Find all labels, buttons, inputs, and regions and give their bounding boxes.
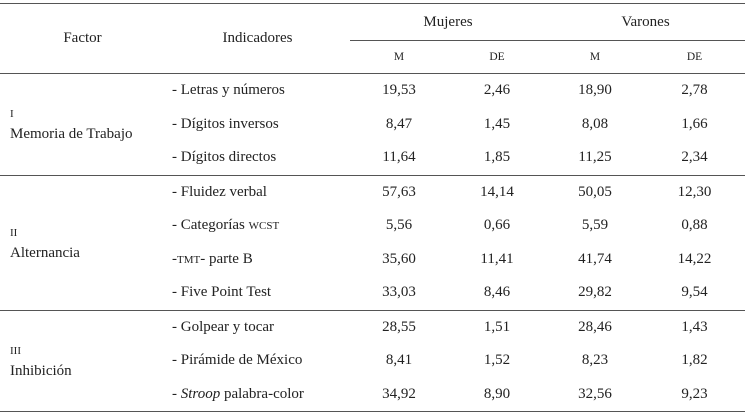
indicator-text: - Five Point Test bbox=[172, 284, 272, 301]
value-cell: 35,60 bbox=[382, 250, 416, 267]
value-cell: 0,66 bbox=[483, 217, 511, 234]
indicator-cell: -TMT- parte B bbox=[165, 243, 350, 277]
value-cell: 41,74 bbox=[578, 250, 612, 267]
value-cell: 11,41 bbox=[480, 250, 514, 267]
indicator-text: - bbox=[172, 250, 177, 267]
indicator-cell: - Fluidez verbal bbox=[165, 175, 350, 209]
value-cell: 9,54 bbox=[644, 276, 745, 311]
value-cell: 18,90 bbox=[578, 82, 612, 99]
value-cell: 2,78 bbox=[681, 82, 708, 99]
value-cell: 0,88 bbox=[681, 217, 708, 234]
indicator-text: - parte B bbox=[200, 250, 253, 267]
value-cell: 33,03 bbox=[350, 276, 448, 311]
group-header: Mujeres bbox=[350, 3, 546, 41]
indicator-cell: - Dígitos directos bbox=[165, 141, 350, 176]
value-cell: 8,08 bbox=[581, 115, 609, 132]
factor-cell: II Alternancia bbox=[0, 175, 165, 311]
indicator-text: - Categorías bbox=[172, 217, 249, 234]
header-cell: Indicadores bbox=[165, 3, 350, 74]
subheader-row: M DE M DE bbox=[0, 40, 745, 74]
value-cell: 19,53 bbox=[382, 82, 416, 99]
indicator-text: palabra-color bbox=[220, 385, 304, 402]
factor-numeral: III bbox=[10, 344, 21, 357]
indicator-text: Stroop bbox=[180, 385, 221, 402]
results-table: Factor Indicadores Mujeres Varones M DE M DE I Me… bbox=[0, 3, 745, 412]
data-row: - Categorías WCST 5,56 0,66 5,59 0,88 bbox=[0, 209, 745, 243]
indicator-text: - Golpear y tocar bbox=[172, 318, 275, 335]
value-cell: 8,41 bbox=[385, 352, 413, 369]
header-cell: Factor bbox=[0, 3, 165, 74]
indicator-cell: - Dígitos inversos bbox=[165, 108, 350, 142]
value-cell: 1,45 bbox=[483, 115, 511, 132]
data-row: I Memoria de Trabajo - Letras y números 19,… bbox=[0, 73, 745, 176]
value-cell: 8,46 bbox=[448, 276, 546, 311]
indicator-cell: - Categorías WCST bbox=[165, 209, 350, 243]
data-row: - Dígitos directos 11,64 1,85 11,25 2,34 bbox=[0, 141, 745, 176]
value-cell: 14,14 bbox=[480, 183, 514, 200]
value-cell: 1,85 bbox=[448, 141, 546, 176]
data-row: -TMT- parte B 35,60 11,41 41,74 14,22 bbox=[0, 243, 745, 277]
data-row: - Pirámide de México 8,41 1,52 8,23 1,82 bbox=[0, 344, 745, 378]
value-cell: 9,23 bbox=[644, 377, 745, 412]
value-cell: 2,34 bbox=[644, 141, 745, 176]
stat-header: M bbox=[350, 40, 448, 74]
value-cell: 8,90 bbox=[448, 377, 546, 412]
indicator-text: - bbox=[172, 385, 181, 402]
data-row: III Inhibición - Golpear y tocar 28,55 1,51 2… bbox=[0, 310, 745, 412]
header-row: Factor Indicadores Mujeres Varones bbox=[0, 3, 745, 74]
value-cell: 12,30 bbox=[677, 183, 712, 200]
factor-numeral: II bbox=[10, 226, 18, 239]
stat-header: DE bbox=[644, 40, 745, 74]
indicator-cell: - Stroop palabra-color bbox=[165, 377, 350, 412]
data-row: - Dígitos inversos 8,47 1,45 8,08 1,66 bbox=[0, 108, 745, 142]
value-cell: 28,46 bbox=[578, 318, 612, 335]
stat-header: DE bbox=[448, 40, 546, 74]
indicator-text: - Fluidez verbal bbox=[172, 183, 267, 200]
indicator-text: - Pirámide de México bbox=[172, 352, 303, 369]
factor-name: Inhibición bbox=[10, 362, 72, 379]
value-cell: 57,63 bbox=[382, 183, 416, 200]
indicator-cell: - Pirámide de México bbox=[165, 344, 350, 378]
indicator-cell: - Golpear y tocar bbox=[165, 310, 350, 344]
factor-name: Memoria de Trabajo bbox=[10, 126, 133, 143]
value-cell: 11,25 bbox=[546, 141, 644, 176]
value-cell: 50,05 bbox=[578, 183, 612, 200]
data-row: - Five Point Test 33,03 8,46 29,82 9,54 bbox=[0, 276, 745, 311]
indicator-cell: - Five Point Test bbox=[165, 276, 350, 311]
stat-header: M bbox=[546, 40, 644, 74]
value-cell: 1,66 bbox=[681, 115, 708, 132]
value-cell: 14,22 bbox=[677, 250, 712, 267]
value-cell: 28,55 bbox=[382, 318, 416, 335]
value-cell: 11,64 bbox=[350, 141, 448, 176]
value-cell: 1,52 bbox=[483, 352, 511, 369]
data-row: II Alternancia - Fluidez verbal 57,63 14,14 5… bbox=[0, 175, 745, 311]
value-cell: 5,59 bbox=[581, 217, 609, 234]
indicator-cell: - Letras y números bbox=[165, 74, 350, 108]
indicator-text: - Dígitos directos bbox=[172, 149, 277, 166]
factor-name: Alternancia bbox=[10, 244, 80, 261]
value-cell: 5,56 bbox=[385, 217, 413, 234]
factor-numeral: I bbox=[10, 108, 14, 121]
factor-cell: I Memoria de Trabajo bbox=[0, 73, 165, 176]
indicator-text: TMT bbox=[177, 253, 201, 266]
factor-cell: III Inhibición bbox=[0, 310, 165, 412]
value-cell: 1,82 bbox=[681, 352, 708, 369]
value-cell: 29,82 bbox=[546, 276, 644, 311]
value-cell: 34,92 bbox=[350, 377, 448, 412]
value-cell: 8,23 bbox=[581, 352, 609, 369]
indicator-text: WCST bbox=[248, 220, 280, 233]
value-cell: 1,43 bbox=[681, 318, 708, 335]
value-cell: 1,51 bbox=[483, 318, 511, 335]
value-cell: 2,46 bbox=[483, 82, 511, 99]
group-header: Varones bbox=[546, 3, 745, 41]
indicator-text: - Dígitos inversos bbox=[172, 115, 279, 132]
indicator-text: - Letras y números bbox=[172, 82, 285, 99]
value-cell: 8,47 bbox=[385, 115, 413, 132]
value-cell: 32,56 bbox=[546, 377, 644, 412]
data-row: - Stroop palabra-color 34,92 8,90 32,56 9,23 bbox=[0, 377, 745, 412]
